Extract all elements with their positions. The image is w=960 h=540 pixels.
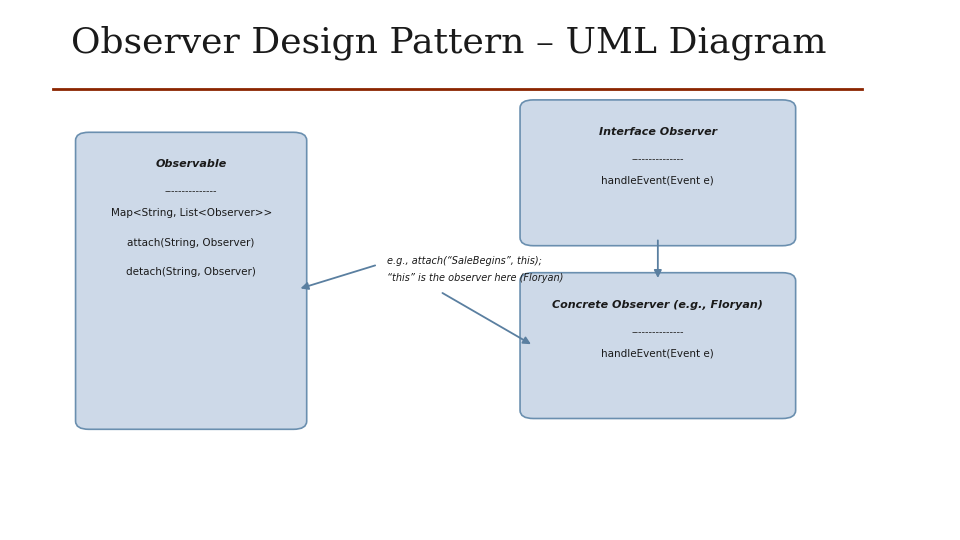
Text: Map<String, List<Observer>>: Map<String, List<Observer>> (110, 208, 272, 218)
Text: Concrete Observer (e.g., Floryan): Concrete Observer (e.g., Floryan) (552, 300, 763, 310)
Text: handleEvent(Event e): handleEvent(Event e) (602, 176, 714, 186)
Text: ---------------: --------------- (632, 154, 684, 164)
Text: handleEvent(Event e): handleEvent(Event e) (602, 348, 714, 359)
Text: Observer Design Pattern – UML Diagram: Observer Design Pattern – UML Diagram (71, 26, 827, 60)
Text: Observable: Observable (156, 159, 227, 170)
FancyBboxPatch shape (76, 132, 306, 429)
FancyBboxPatch shape (520, 100, 796, 246)
Text: attach(String, Observer): attach(String, Observer) (128, 238, 254, 248)
Text: Interface Observer: Interface Observer (599, 127, 717, 137)
Text: e.g., attach(“SaleBegins”, this);: e.g., attach(“SaleBegins”, this); (387, 256, 541, 267)
Text: detach(String, Observer): detach(String, Observer) (126, 267, 256, 278)
Text: ---------------: --------------- (165, 186, 217, 197)
FancyBboxPatch shape (520, 273, 796, 418)
Text: ---------------: --------------- (632, 327, 684, 337)
Text: “this” is the observer here (Floryan): “this” is the observer here (Floryan) (387, 273, 564, 283)
